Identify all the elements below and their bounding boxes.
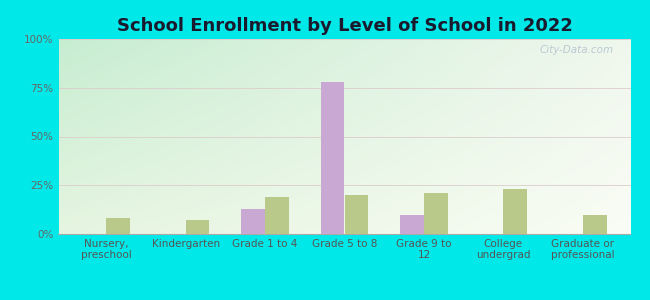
Bar <box>241 209 265 234</box>
Bar <box>186 220 209 234</box>
Text: City-Data.com: City-Data.com <box>540 45 614 55</box>
Bar <box>320 82 344 234</box>
Bar <box>424 193 448 234</box>
Bar <box>344 195 369 234</box>
Bar <box>503 189 527 234</box>
Title: School Enrollment by Level of School in 2022: School Enrollment by Level of School in … <box>116 17 573 35</box>
Bar <box>106 218 130 234</box>
Bar <box>265 197 289 234</box>
Bar <box>400 214 424 234</box>
Bar <box>583 214 606 234</box>
